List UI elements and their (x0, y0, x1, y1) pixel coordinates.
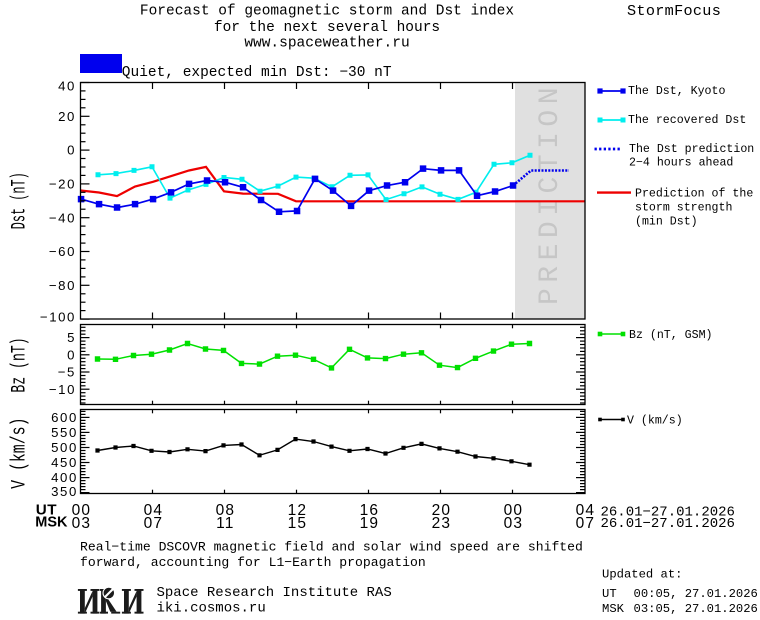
svg-text:20: 20 (58, 109, 76, 124)
svg-text:00: 00 (72, 502, 92, 519)
svg-text:(min Dst): (min Dst) (635, 216, 698, 229)
svg-text:5: 5 (67, 330, 76, 345)
svg-text:450: 450 (51, 455, 78, 470)
svg-text:0: 0 (67, 143, 76, 158)
svg-text:The recovered Dst: The recovered Dst (628, 114, 746, 127)
svg-text:The Dst prediction: The Dst prediction (629, 143, 754, 156)
svg-text:V (km/s): V (km/s) (627, 414, 683, 427)
svg-text:−100: −100 (40, 310, 76, 325)
svg-text:StormFocus: StormFocus (627, 2, 721, 20)
svg-text:0: 0 (67, 347, 76, 362)
svg-text:iki.cosmos.ru: iki.cosmos.ru (157, 601, 266, 617)
svg-text:Bz (nT, GSM): Bz (nT, GSM) (629, 329, 713, 342)
svg-text:07: 07 (144, 515, 164, 532)
svg-text:www.spaceweather.ru: www.spaceweather.ru (244, 36, 409, 52)
svg-text:00: 00 (504, 502, 524, 519)
svg-text:MSK: MSK (602, 602, 625, 616)
svg-text:600: 600 (51, 410, 78, 425)
svg-text:00:05, 27.01.2026: 00:05, 27.01.2026 (634, 587, 758, 601)
svg-text:Bz (nT): Bz (nT) (9, 337, 31, 392)
svg-text:storm strength: storm strength (635, 202, 732, 215)
svg-text:26.01−27.01.2026: 26.01−27.01.2026 (601, 516, 735, 532)
svg-text:08: 08 (216, 502, 236, 519)
svg-text:The Dst, Kyoto: The Dst, Kyoto (628, 85, 725, 98)
svg-text:03: 03 (504, 515, 524, 532)
svg-text:UT: UT (36, 502, 57, 519)
svg-text:Updated at:: Updated at: (602, 568, 682, 582)
svg-text:−10: −10 (49, 382, 76, 397)
svg-text:2−4 hours ahead: 2−4 hours ahead (629, 156, 733, 169)
svg-text:23: 23 (432, 515, 452, 532)
svg-text:20: 20 (432, 502, 452, 519)
svg-text:04: 04 (144, 502, 164, 519)
svg-text:16: 16 (360, 502, 380, 519)
svg-text:11: 11 (216, 515, 235, 532)
svg-text:V (km/s): V (km/s) (9, 418, 32, 489)
svg-text:Quiet, expected min Dst: −30 n: Quiet, expected min Dst: −30 nT (122, 65, 392, 81)
svg-text:550: 550 (51, 425, 78, 440)
svg-text:26.01−27.01.2026: 26.01−27.01.2026 (601, 505, 735, 521)
svg-text:−40: −40 (49, 210, 76, 225)
svg-text:MSK: MSK (35, 515, 68, 531)
svg-text:400: 400 (51, 470, 78, 485)
svg-text:15: 15 (288, 515, 308, 532)
svg-text:03: 03 (72, 515, 92, 532)
svg-text:03:05, 27.01.2026: 03:05, 27.01.2026 (634, 602, 758, 616)
svg-text:500: 500 (51, 440, 78, 455)
svg-text:12: 12 (288, 502, 308, 519)
svg-text:Forecast of geomagnetic storm: Forecast of geomagnetic storm and Dst in… (140, 4, 514, 20)
svg-text:−60: −60 (49, 244, 76, 259)
svg-text:−20: −20 (49, 177, 76, 192)
svg-text:−80: −80 (49, 278, 76, 293)
svg-text:PREDICTION: PREDICTION (535, 82, 566, 305)
svg-text:19: 19 (360, 515, 380, 532)
svg-text:forward, accounting for L1−Ear: forward, accounting for L1−Earth propaga… (80, 555, 426, 570)
svg-text:−5: −5 (58, 365, 76, 380)
svg-text:for the next several hours: for the next several hours (214, 20, 440, 36)
svg-text:40: 40 (58, 79, 76, 94)
svg-text:Real−time DSCOVR magnetic fiel: Real−time DSCOVR magnetic field and sola… (80, 539, 583, 554)
svg-text:Dst (nT): Dst (nT) (7, 172, 30, 229)
svg-text:UT: UT (602, 587, 617, 601)
svg-text:04: 04 (576, 502, 596, 519)
svg-text:07: 07 (576, 515, 596, 532)
svg-text:Space Research Institute RAS: Space Research Institute RAS (157, 585, 392, 601)
svg-text:350: 350 (51, 484, 78, 499)
svg-text:Prediction of the: Prediction of the (635, 188, 753, 201)
